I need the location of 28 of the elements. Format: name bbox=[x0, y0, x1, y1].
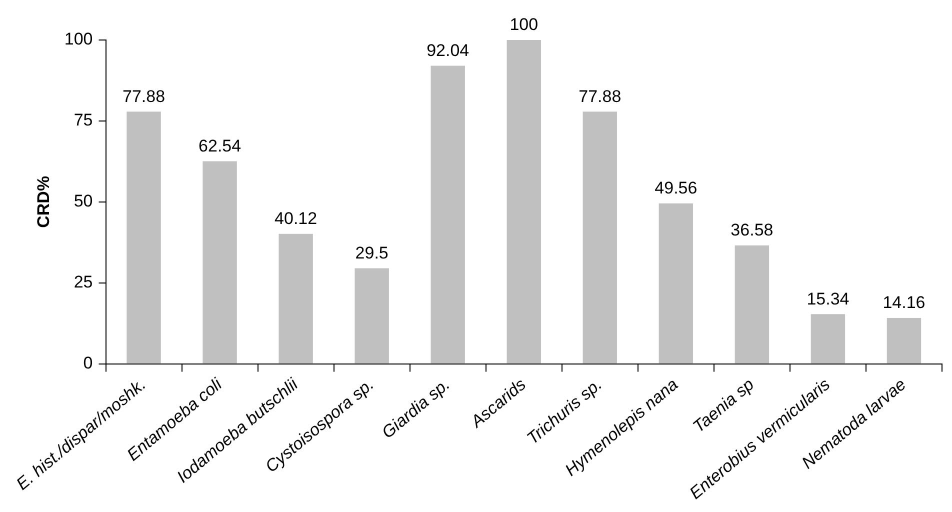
data-label: 29.5 bbox=[355, 243, 388, 262]
bar bbox=[886, 318, 922, 364]
bar bbox=[278, 234, 313, 364]
data-label: 14.16 bbox=[882, 293, 926, 312]
bar bbox=[810, 314, 846, 364]
y-axis-title: CRD% bbox=[34, 176, 53, 228]
data-label: 15.34 bbox=[806, 289, 850, 308]
y-tick-label: 25 bbox=[74, 272, 93, 292]
bar bbox=[430, 66, 465, 364]
y-tick-label: 75 bbox=[74, 110, 93, 130]
bar bbox=[126, 112, 161, 364]
bar bbox=[582, 112, 618, 364]
data-label: 77.88 bbox=[122, 86, 166, 106]
bar bbox=[354, 268, 389, 364]
data-label: 100 bbox=[510, 15, 538, 34]
data-label: 62.54 bbox=[198, 136, 242, 156]
bar bbox=[658, 203, 694, 364]
data-label: 49.56 bbox=[654, 178, 698, 198]
data-label: 36.58 bbox=[730, 220, 774, 240]
bar bbox=[202, 161, 237, 364]
y-tick-label: 100 bbox=[64, 30, 93, 49]
data-label: 40.12 bbox=[274, 209, 318, 228]
y-tick-label: 50 bbox=[74, 192, 93, 211]
data-label: 77.88 bbox=[578, 86, 622, 106]
bar bbox=[506, 40, 541, 364]
data-label: 92.04 bbox=[426, 40, 470, 60]
y-tick-label: 0 bbox=[83, 353, 93, 372]
bar bbox=[734, 245, 770, 364]
